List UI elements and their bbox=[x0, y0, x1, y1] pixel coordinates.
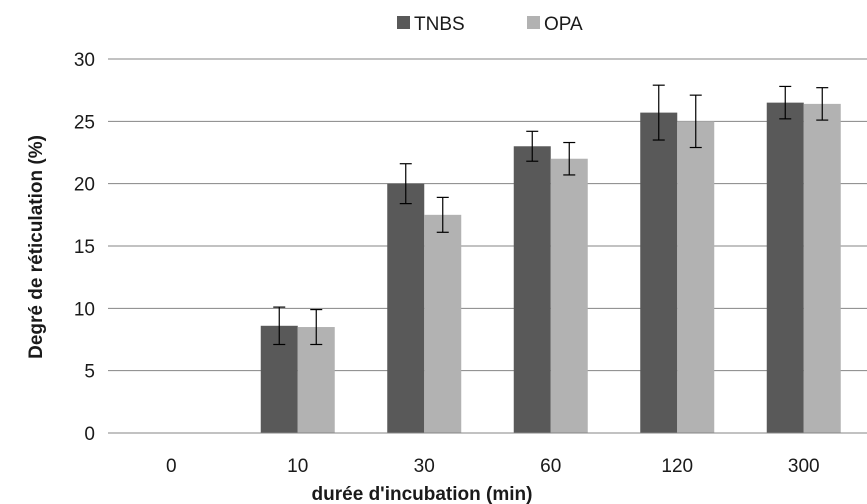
y-tick-label-0: 0 bbox=[84, 424, 95, 445]
error-bar-opa-120 bbox=[689, 94, 702, 149]
gridlines bbox=[108, 58, 867, 372]
x-axis-tick-labels: 0 10 30 60 120 300 bbox=[166, 456, 820, 477]
bar-opa-30 bbox=[424, 214, 462, 433]
y-axis-title: Degré de réticulation (%) bbox=[26, 135, 47, 359]
x-tick-label-30: 30 bbox=[414, 456, 435, 477]
y-tick-label-15: 15 bbox=[74, 237, 95, 258]
x-tick-label-300: 300 bbox=[788, 456, 820, 477]
y-tick-label-10: 10 bbox=[74, 299, 95, 320]
bar-tnbs-30 bbox=[387, 183, 425, 433]
y-tick-label-25: 25 bbox=[74, 112, 95, 133]
y-tick-label-20: 20 bbox=[74, 175, 95, 196]
error-bar-tnbs-300 bbox=[779, 85, 792, 120]
y-axis-tick-labels: 0 5 10 15 20 25 30 bbox=[74, 50, 95, 445]
bar-opa-300 bbox=[803, 103, 841, 433]
x-axis-title: durée d'incubation (min) bbox=[312, 484, 533, 504]
x-tick-label-10: 10 bbox=[287, 456, 308, 477]
y-tick-label-30: 30 bbox=[74, 50, 95, 71]
legend-label-opa: OPA bbox=[544, 14, 583, 35]
bars bbox=[260, 102, 841, 434]
bar-tnbs-120 bbox=[640, 112, 678, 434]
error-bar-tnbs-10 bbox=[273, 306, 286, 346]
x-tick-label-0: 0 bbox=[166, 456, 177, 477]
legend-label-tnbs: TNBS bbox=[414, 14, 465, 35]
x-tick-label-60: 60 bbox=[540, 456, 561, 477]
bar-opa-120 bbox=[677, 121, 715, 433]
error-bar-opa-30 bbox=[436, 196, 449, 233]
bar-tnbs-300 bbox=[766, 102, 804, 433]
error-bars bbox=[273, 84, 829, 346]
error-bar-tnbs-30 bbox=[399, 163, 412, 205]
error-bar-opa-10 bbox=[310, 308, 323, 346]
x-tick-label-120: 120 bbox=[661, 456, 693, 477]
error-bar-opa-300 bbox=[816, 87, 829, 121]
legend: TNBS OPA bbox=[397, 14, 583, 35]
y-tick-label-5: 5 bbox=[84, 362, 95, 383]
bar-tnbs-60 bbox=[513, 146, 551, 433]
error-bar-opa-60 bbox=[563, 141, 576, 176]
legend-swatch-opa bbox=[527, 16, 540, 29]
bar-opa-60 bbox=[550, 158, 588, 433]
legend-swatch-tnbs bbox=[397, 16, 410, 29]
error-bar-tnbs-120 bbox=[652, 84, 665, 141]
error-bar-tnbs-60 bbox=[526, 130, 539, 162]
